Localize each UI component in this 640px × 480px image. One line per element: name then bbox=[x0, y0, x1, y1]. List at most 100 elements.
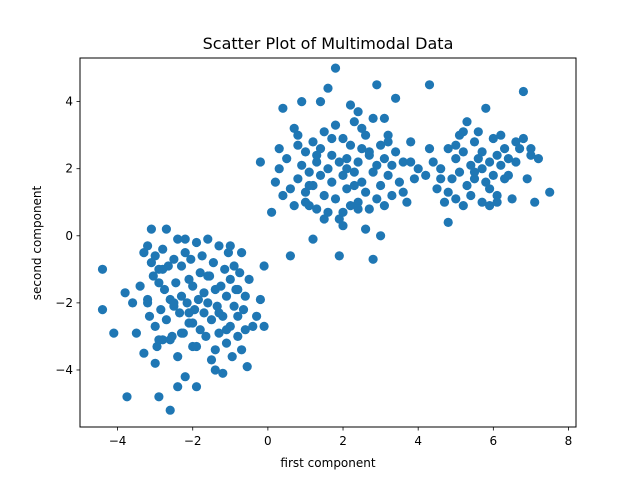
data-point bbox=[289, 123, 299, 133]
data-point bbox=[338, 170, 348, 180]
data-point bbox=[176, 261, 187, 271]
data-point bbox=[357, 177, 367, 187]
data-point bbox=[240, 325, 250, 335]
data-point bbox=[156, 305, 166, 315]
data-point bbox=[376, 231, 386, 241]
data-point bbox=[327, 150, 337, 160]
data-point bbox=[297, 160, 307, 170]
data-point bbox=[146, 258, 156, 268]
data-point bbox=[97, 264, 108, 274]
data-point bbox=[131, 328, 141, 338]
data-point bbox=[379, 201, 389, 211]
data-point bbox=[128, 298, 138, 308]
data-point bbox=[481, 103, 491, 113]
x-tick-label: 2 bbox=[339, 434, 347, 448]
data-point bbox=[458, 201, 468, 211]
data-point bbox=[323, 164, 333, 174]
data-point bbox=[210, 365, 220, 375]
data-point bbox=[199, 288, 209, 298]
data-point bbox=[218, 368, 228, 378]
data-point bbox=[545, 187, 555, 197]
data-point bbox=[406, 137, 416, 147]
data-point bbox=[492, 150, 502, 160]
data-point bbox=[165, 405, 175, 415]
data-point bbox=[165, 335, 175, 345]
data-point bbox=[184, 274, 194, 284]
data-point bbox=[319, 190, 329, 201]
x-tick-label: −2 bbox=[184, 434, 202, 448]
data-point bbox=[376, 180, 386, 191]
data-point bbox=[330, 63, 341, 73]
data-point bbox=[188, 281, 198, 291]
data-point bbox=[293, 130, 303, 140]
data-point bbox=[477, 197, 487, 207]
data-point bbox=[488, 133, 498, 144]
data-point bbox=[300, 197, 311, 207]
data-point bbox=[372, 194, 382, 204]
data-point bbox=[214, 308, 224, 318]
data-point bbox=[323, 207, 333, 217]
data-point bbox=[259, 321, 269, 331]
data-point bbox=[285, 251, 295, 261]
data-point bbox=[342, 184, 352, 194]
data-point bbox=[469, 167, 480, 177]
data-point bbox=[458, 147, 468, 157]
data-point bbox=[485, 201, 495, 211]
data-point bbox=[391, 147, 401, 157]
data-point bbox=[199, 308, 209, 318]
data-point bbox=[533, 154, 544, 164]
data-point bbox=[481, 177, 491, 187]
data-point bbox=[186, 254, 196, 264]
data-point bbox=[158, 264, 168, 274]
data-point bbox=[259, 261, 269, 271]
data-point bbox=[327, 177, 337, 187]
data-point bbox=[304, 180, 314, 191]
chart-title: Scatter Plot of Multimodal Data bbox=[203, 34, 454, 53]
data-point bbox=[349, 180, 359, 191]
data-point bbox=[500, 144, 510, 154]
data-point bbox=[293, 174, 303, 184]
data-point bbox=[206, 315, 217, 325]
data-point bbox=[368, 254, 378, 264]
data-point bbox=[361, 130, 371, 140]
data-point bbox=[503, 170, 513, 180]
data-point bbox=[379, 154, 389, 164]
data-point bbox=[148, 271, 158, 281]
data-point bbox=[312, 157, 322, 167]
data-point bbox=[154, 392, 164, 402]
data-point bbox=[526, 150, 536, 160]
data-point bbox=[398, 187, 408, 197]
data-point bbox=[203, 298, 213, 308]
data-point bbox=[338, 221, 348, 231]
data-point bbox=[368, 113, 378, 123]
data-point bbox=[300, 187, 311, 197]
data-point bbox=[462, 180, 472, 191]
data-point bbox=[469, 137, 480, 147]
data-point bbox=[338, 133, 348, 144]
y-tick-label: 4 bbox=[65, 95, 73, 109]
data-point bbox=[225, 241, 235, 251]
data-point bbox=[327, 133, 337, 144]
data-point bbox=[188, 318, 198, 328]
data-point bbox=[252, 311, 262, 321]
data-point bbox=[267, 207, 277, 217]
data-point bbox=[357, 144, 367, 154]
data-point bbox=[255, 294, 265, 305]
data-point bbox=[216, 281, 226, 291]
data-point bbox=[159, 284, 170, 295]
data-point bbox=[413, 164, 423, 174]
data-point bbox=[345, 140, 356, 150]
x-axis-label: first component bbox=[280, 456, 375, 470]
data-point bbox=[518, 133, 529, 144]
data-point bbox=[304, 167, 314, 177]
data-point bbox=[353, 107, 363, 117]
data-point bbox=[353, 157, 363, 167]
data-point bbox=[214, 241, 224, 251]
data-point bbox=[289, 201, 299, 211]
data-point bbox=[278, 103, 288, 113]
data-point bbox=[240, 291, 250, 301]
data-point bbox=[203, 234, 213, 244]
y-tick-label: 2 bbox=[65, 162, 73, 176]
data-point bbox=[469, 174, 480, 184]
data-point bbox=[315, 144, 326, 154]
